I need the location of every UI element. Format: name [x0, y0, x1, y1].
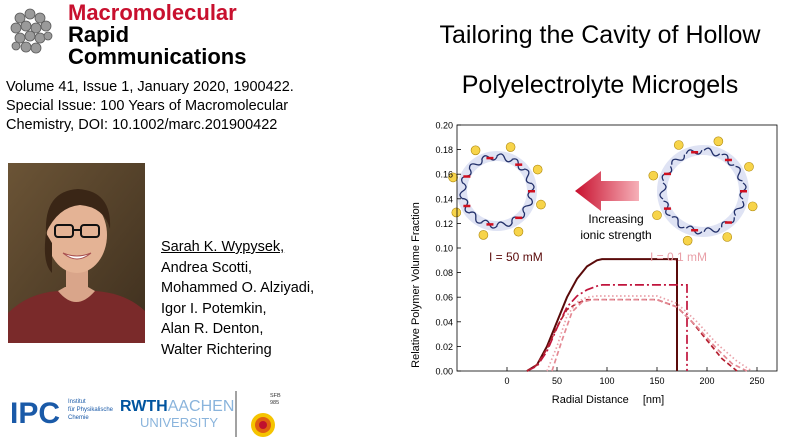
y-tick-label: 0.08: [435, 268, 453, 278]
journal-name-line3: Communications: [68, 44, 247, 69]
counterion-icon: [513, 226, 524, 237]
series-line-2: [526, 284, 688, 372]
counterion-icon: [478, 230, 489, 240]
y-tick-label: 0.18: [435, 145, 453, 155]
chart-axes: 0.00 0.02 0.04 0.06 0.08 0.10 0.12 0.14 0.16 0.18…: [435, 121, 778, 386]
ipc-logo-text-line3: Chemie: [68, 415, 89, 421]
citation-line3: Chemistry, DOI: 10.1002/marc.201900422: [6, 117, 278, 133]
counterion-icon: [722, 232, 733, 242]
arrow-label-line1: Increasing: [588, 212, 643, 226]
counterion-icon: [744, 161, 754, 172]
microgel-illustration: [448, 136, 758, 246]
x-axis-label: Radial Distance [nm]: [552, 394, 664, 406]
x-tick-label: 200: [699, 376, 714, 386]
counterion-icon: [451, 207, 462, 218]
counterion-icon: [532, 164, 543, 175]
counterion-icon: [713, 136, 724, 147]
author-name: Igor I. Potemkin,: [161, 300, 267, 317]
journal-name: Macromolecular Rapid Communications: [68, 2, 246, 68]
microgel-high-salt-icon: [448, 142, 546, 240]
series-line-3: [526, 298, 738, 372]
counterion-icon: [673, 140, 684, 150]
x-tick-label: 100: [599, 376, 614, 386]
y-tick-label: 0.12: [435, 219, 453, 229]
arrow-left-icon: [575, 171, 639, 211]
y-tick-label: 0.06: [435, 293, 453, 303]
series-line-4: [546, 295, 753, 372]
sfb-logo-icon: SFB 985: [251, 393, 281, 437]
author-name: Walter Richtering: [161, 341, 272, 358]
author-photo: [8, 163, 145, 343]
institution-logos: IPC Institut für Physikalische Chemie RW…: [10, 391, 281, 437]
journal-name-line2: Rapid: [68, 22, 130, 47]
citation-line1: Volume 41, Issue 1, January 2020, 190042…: [6, 79, 294, 95]
counterion-icon: [448, 172, 458, 183]
y-tick-label: 0.14: [435, 194, 453, 204]
series-line-5: [551, 298, 748, 372]
citation: Volume 41, Issue 1, January 2020, 190042…: [6, 78, 336, 135]
citation-line2: Special Issue: 100 Years of Macromolecul…: [6, 98, 289, 114]
journal-name-line1: Macromolecular: [68, 0, 237, 25]
x-tick-label: 150: [649, 376, 664, 386]
chart-series: [526, 258, 753, 372]
author-name: Andrea Scotti,: [161, 259, 253, 276]
y-tick-label: 0.04: [435, 317, 453, 327]
counterion-icon: [652, 210, 662, 221]
author-name: Alan R. Denton,: [161, 321, 264, 337]
microgel-low-salt-icon: [648, 136, 758, 246]
y-tick-label: 0.20: [435, 121, 453, 131]
volume-fraction-chart: 0.00 0.02 0.04 0.06 0.08 0.10 0.12 0.14 0.16 0.18…: [410, 121, 778, 406]
rwth-logo-text: RWTHAACHEN: [120, 398, 234, 415]
annotation-low-salt: I = 0.1 mM: [650, 250, 707, 264]
counterion-icon: [505, 142, 516, 152]
sfb-text-line1: SFB: [270, 393, 281, 399]
counterion-icon: [747, 201, 758, 212]
y-tick-label: 0.10: [435, 244, 453, 254]
author-list: Sarah K. Wypysek, Andrea Scotti, Mohamme…: [161, 237, 314, 360]
annotation-high-salt: I = 50 mM: [489, 250, 543, 264]
series-line-1: [526, 258, 678, 372]
y-axis-label: Relative Polymer Volume Fraction: [410, 202, 422, 368]
counterion-icon: [536, 199, 546, 210]
paper-title-line2: Polyelectrolyte Microgels: [461, 71, 739, 99]
x-tick-label: 250: [749, 376, 764, 386]
y-tick-label: 0.16: [435, 170, 453, 180]
molecule-cluster-icon: [10, 8, 53, 54]
sfb-text-line2: 985: [270, 400, 279, 406]
arrow-label-line2: ionic strength: [580, 228, 651, 242]
ipc-logo-text-line1: Institut: [68, 399, 86, 405]
counterion-icon: [682, 235, 693, 246]
author-name: Mohammed O. Alziyadi,: [161, 280, 315, 296]
author-name: Sarah K. Wypysek,: [161, 239, 285, 255]
ipc-logo-mark: IPC: [10, 397, 60, 430]
paper-title: Tailoring the Cavity of Hollow Polyelect…: [405, 10, 795, 110]
ipc-logo-text-line2: für Physikalische: [68, 407, 114, 413]
x-tick-label: 50: [552, 376, 562, 386]
counterion-icon: [648, 170, 659, 181]
x-tick-label: 0: [504, 376, 509, 386]
y-tick-label: 0.00: [435, 367, 453, 377]
y-tick-label: 0.02: [435, 342, 453, 352]
rwth-logo-subtext: UNIVERSITY: [140, 415, 218, 430]
paper-title-line1: Tailoring the Cavity of Hollow: [439, 21, 761, 49]
counterion-icon: [470, 145, 481, 156]
